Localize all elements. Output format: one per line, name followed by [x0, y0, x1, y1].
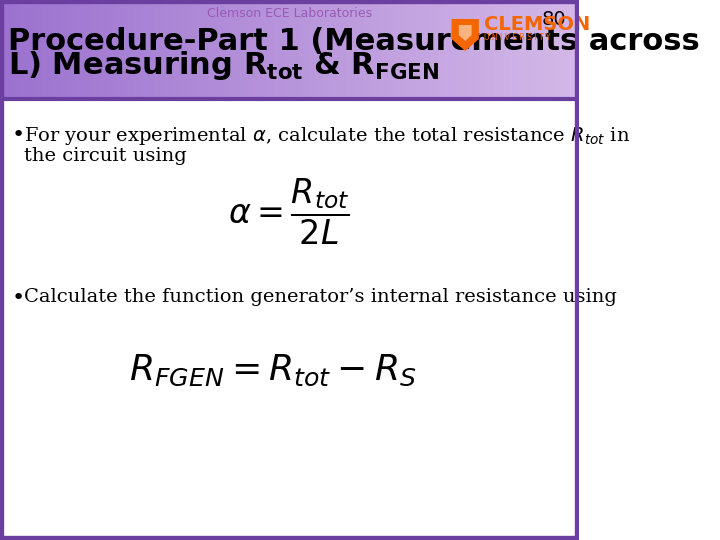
Text: CLEMSON: CLEMSON [484, 16, 590, 35]
Polygon shape [451, 19, 479, 51]
Text: •: • [12, 288, 24, 308]
Text: •: • [12, 125, 24, 145]
Text: 80: 80 [542, 10, 567, 29]
Text: Procedure-Part 1 (Measurements across: Procedure-Part 1 (Measurements across [8, 27, 700, 56]
Text: U N I V E R S I T Y: U N I V E R S I T Y [484, 33, 550, 43]
Text: the circuit using: the circuit using [24, 147, 187, 165]
Polygon shape [459, 25, 472, 41]
Bar [0, 99, 578, 540]
Text: Calculate the function generator’s internal resistance using: Calculate the function generator’s inter… [24, 288, 617, 306]
Text: For your experimental $\alpha$, calculate the total resistance $R_{tot}$ in: For your experimental $\alpha$, calculat… [24, 125, 630, 147]
Text: L) Measuring $\mathbf{R}_{\mathbf{tot}}$ & $\mathbf{R}_{\mathbf{FGEN}}$: L) Measuring $\mathbf{R}_{\mathbf{tot}}$… [8, 49, 439, 82]
Text: $\alpha = \dfrac{R_{tot}}{2L}$: $\alpha = \dfrac{R_{tot}}{2L}$ [228, 177, 350, 247]
Text: $R_{FGEN} = R_{tot} - R_S$: $R_{FGEN} = R_{tot} - R_S$ [130, 352, 417, 388]
Text: Clemson ECE Laboratories: Clemson ECE Laboratories [207, 7, 372, 20]
